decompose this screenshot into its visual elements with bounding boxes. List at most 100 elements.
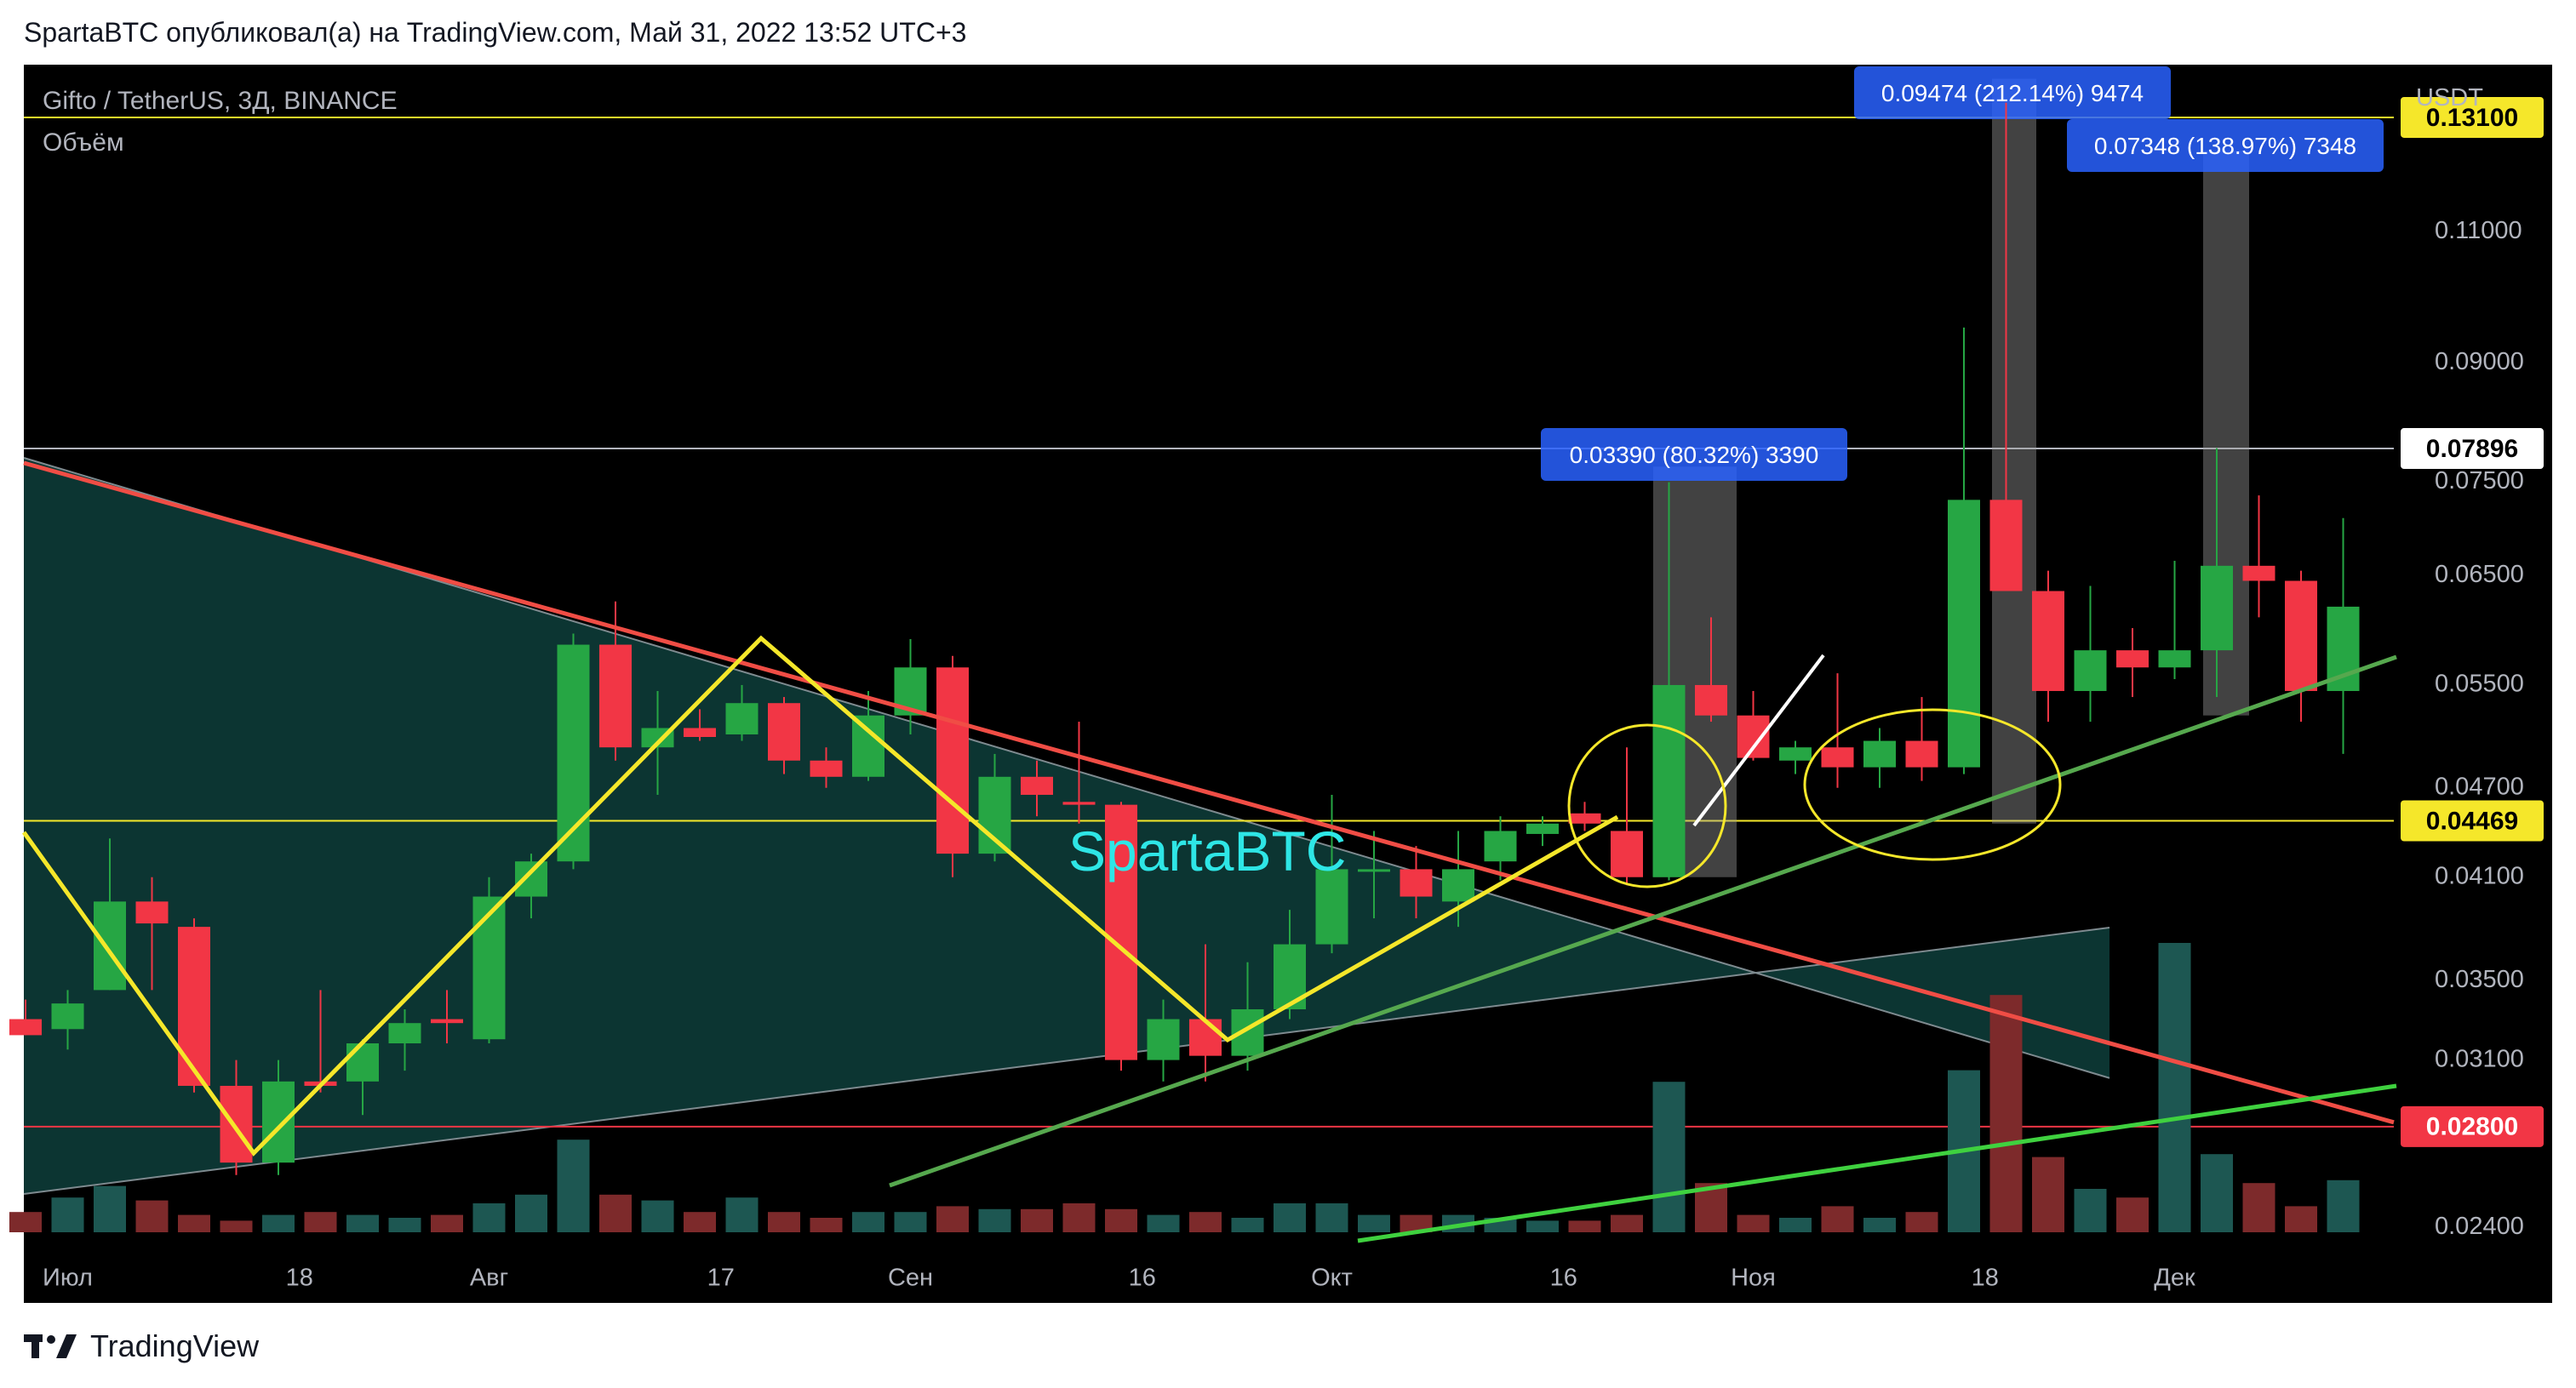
trend-drawings xyxy=(21,460,2397,1243)
candle-body xyxy=(2074,650,2107,691)
x-tick-label: 18 xyxy=(286,1265,313,1292)
volume-bar xyxy=(262,1214,295,1232)
volume-bar xyxy=(1863,1218,1896,1232)
x-tick-label: Ноя xyxy=(1731,1265,1776,1292)
volume-bar xyxy=(1821,1206,1854,1232)
volume-label: Объём xyxy=(43,129,124,157)
triangle-fill xyxy=(24,458,2109,1194)
y-tick-label: 0.03100 xyxy=(2435,1045,2524,1072)
volume-bar xyxy=(1315,1203,1348,1232)
tradingview-logo[interactable]: TradingView xyxy=(24,1328,259,1365)
x-axis: Июл 18 Авг 17 Сен 16 Окт 16 Ноя 18 Дек xyxy=(24,1255,2552,1303)
candle-body xyxy=(1147,1019,1180,1060)
volume-bar xyxy=(599,1194,632,1232)
candle-body xyxy=(1442,869,1474,902)
candle-body xyxy=(1695,684,1727,716)
volume-bar xyxy=(1105,1208,1137,1232)
volume-bar xyxy=(2116,1197,2149,1232)
x-tick-label: Дек xyxy=(2154,1265,2195,1292)
price-tag-box xyxy=(2401,1105,2544,1147)
volume-bar xyxy=(51,1197,84,1232)
volume-bar xyxy=(1274,1203,1306,1232)
volume-bar xyxy=(1062,1203,1096,1232)
volume-bar xyxy=(1021,1208,1053,1232)
publication-header: SpartaBTC опубликовал(а) на TradingView.… xyxy=(24,17,967,48)
candle-body xyxy=(1905,740,1938,768)
candle-body xyxy=(1105,804,1137,1060)
volume-bar xyxy=(220,1220,253,1232)
candle-body xyxy=(1989,500,2023,591)
price-tag-box xyxy=(2401,96,2544,138)
measure-label: 0.03390 (80.32%) 3390 xyxy=(1570,442,1819,468)
volume-bar xyxy=(431,1214,463,1232)
zigzag-wave-line xyxy=(21,635,1619,1157)
price-tag-label: 0.07896 xyxy=(2426,435,2518,463)
y-tick-label: 0.09000 xyxy=(2435,348,2524,375)
price-tag-box xyxy=(2401,800,2544,842)
candle-body xyxy=(557,644,590,862)
candle-body xyxy=(936,667,969,854)
volume-bar xyxy=(515,1194,547,1232)
volume-bar xyxy=(852,1212,884,1232)
volume-bar xyxy=(346,1214,379,1232)
volume-bar xyxy=(135,1200,169,1232)
y-tick-label: 0.04700 xyxy=(2435,773,2524,800)
x-tick-label: 16 xyxy=(1550,1265,1577,1292)
ascending-support-line xyxy=(889,654,2397,1188)
volume-bar xyxy=(2032,1157,2064,1232)
volume-bar xyxy=(2201,1154,2233,1232)
candle-body xyxy=(2285,580,2317,691)
volume-bar xyxy=(1611,1214,1643,1232)
candle-body xyxy=(768,703,800,761)
volume-bar xyxy=(9,1212,42,1232)
highlight-ellipse xyxy=(1803,708,2062,861)
candle-body xyxy=(1526,823,1559,834)
volume-bar xyxy=(1905,1212,1938,1232)
volume-trend-line xyxy=(1357,1083,2397,1243)
tradingview-brand: TradingView xyxy=(90,1328,260,1363)
y-tick-label: 0.06500 xyxy=(2435,561,2524,588)
measure-box xyxy=(1992,78,2036,824)
volume-bar xyxy=(94,1185,126,1232)
symbol-label: Gifto / TetherUS, 3Д, BINANCE xyxy=(43,87,398,115)
volume-bar xyxy=(472,1203,506,1232)
x-tick-label: Окт xyxy=(1311,1265,1353,1292)
volume-bar xyxy=(2074,1189,2107,1232)
volume-bar xyxy=(557,1140,590,1232)
volume-bar xyxy=(1526,1220,1559,1232)
candle-body xyxy=(2201,565,2233,651)
candle-body xyxy=(220,1085,253,1163)
candle-body xyxy=(346,1043,379,1082)
volume-bar xyxy=(810,1218,843,1232)
measure-label: 0.09474 (212.14%) 9474 xyxy=(1881,80,2144,106)
candle-body xyxy=(472,896,506,1040)
volume-bar xyxy=(178,1214,210,1232)
candle-body xyxy=(1779,747,1812,761)
price-tag-label: 0.13100 xyxy=(2426,104,2518,132)
x-tick-label: Авг xyxy=(470,1265,508,1292)
candle-body xyxy=(1611,831,1643,877)
measure-label-box xyxy=(2067,119,2384,172)
candle-body xyxy=(1021,776,1053,795)
candle-body xyxy=(2242,565,2275,581)
volume-bar xyxy=(725,1197,758,1232)
measure-label-box xyxy=(1541,428,1847,481)
legend: Gifto / TetherUS, 3Д, BINANCE Объём Spar… xyxy=(43,84,2483,882)
measure-label: 0.07348 (138.97%) 7348 xyxy=(2094,133,2356,159)
volume-bar xyxy=(2158,943,2191,1232)
candle-body xyxy=(2158,650,2191,668)
candle-body xyxy=(262,1081,295,1163)
volume-bar xyxy=(1358,1214,1390,1232)
candle-body xyxy=(1484,831,1517,862)
volume-bar xyxy=(1231,1218,1264,1232)
candle-body xyxy=(1568,813,1601,824)
x-tick-label: 18 xyxy=(1972,1265,1999,1292)
candle-body xyxy=(852,715,884,777)
candle-body xyxy=(94,901,126,991)
y-axis: 0.02400 0.03100 0.03500 0.04100 0.04700 0.055… xyxy=(2435,217,2524,1240)
candle-body xyxy=(1358,869,1390,872)
candle-body xyxy=(51,1003,84,1030)
candles xyxy=(9,102,2360,1175)
measure-label-box xyxy=(1854,66,2171,119)
